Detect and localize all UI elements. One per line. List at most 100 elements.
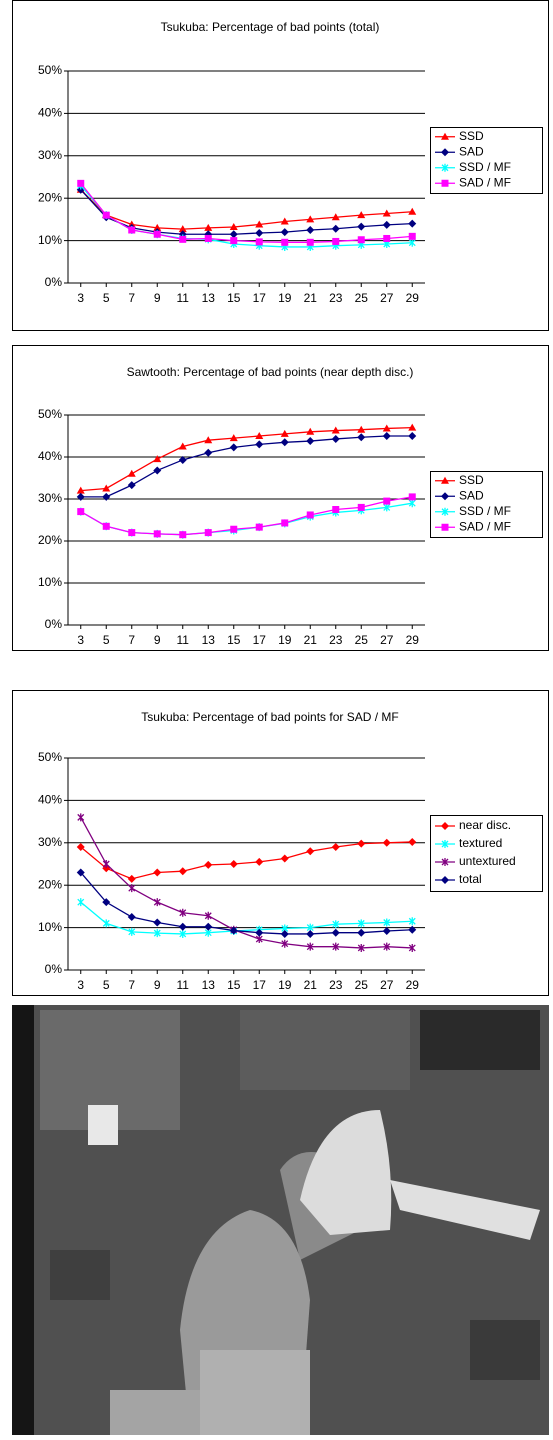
legend-label: untextured xyxy=(459,854,516,868)
x-tick-label: 5 xyxy=(103,291,110,305)
page: {"chart_data": [ {"type": "line", "title… xyxy=(0,0,553,1435)
x-tick-label: 15 xyxy=(227,291,241,305)
y-tick-label: 30% xyxy=(38,835,62,849)
x-tick-label: 27 xyxy=(380,633,394,647)
y-tick-label: 10% xyxy=(38,233,62,247)
x-tick-label: 5 xyxy=(103,633,110,647)
y-tick-label: 20% xyxy=(38,877,62,891)
point xyxy=(383,235,390,242)
point xyxy=(205,235,212,242)
point xyxy=(230,237,237,244)
point xyxy=(154,530,161,537)
point xyxy=(77,508,84,515)
chart-title: Sawtooth: Percentage of bad points (near… xyxy=(127,365,414,379)
x-tick-label: 13 xyxy=(202,633,216,647)
x-tick-label: 7 xyxy=(128,633,135,647)
chart-title: Tsukuba: Percentage of bad points (total… xyxy=(161,20,380,34)
point xyxy=(103,523,110,530)
legend-label: textured xyxy=(459,836,502,850)
point xyxy=(332,238,339,245)
chart-title: Tsukuba: Percentage of bad points for SA… xyxy=(141,710,398,724)
x-tick-label: 17 xyxy=(253,633,267,647)
point xyxy=(409,493,416,500)
y-tick-label: 50% xyxy=(38,750,62,764)
point xyxy=(409,233,416,240)
x-tick-label: 21 xyxy=(304,291,318,305)
y-tick-label: 0% xyxy=(45,962,63,976)
point xyxy=(179,531,186,538)
x-tick-label: 19 xyxy=(278,291,292,305)
y-tick-label: 0% xyxy=(45,275,63,289)
legend-label: SAD xyxy=(459,488,484,502)
point xyxy=(103,212,110,219)
point xyxy=(77,180,84,187)
x-tick-label: 23 xyxy=(329,978,343,992)
x-tick-label: 29 xyxy=(406,633,420,647)
point xyxy=(154,231,161,238)
image-edge xyxy=(12,1005,34,1435)
x-tick-label: 3 xyxy=(77,978,84,992)
x-tick-label: 29 xyxy=(406,978,420,992)
legend-label: total xyxy=(459,872,482,886)
point xyxy=(128,529,135,536)
point xyxy=(358,236,365,243)
point xyxy=(307,239,314,246)
chart: Sawtooth: Percentage of bad points (near… xyxy=(13,346,549,651)
y-tick-label: 40% xyxy=(38,449,62,463)
x-tick-label: 17 xyxy=(253,978,267,992)
figure: Tsukuba: Percentage of bad points (total… xyxy=(0,0,553,1435)
x-tick-label: 25 xyxy=(355,978,369,992)
x-tick-label: 13 xyxy=(202,291,216,305)
x-tick-label: 7 xyxy=(128,291,135,305)
x-tick-label: 11 xyxy=(177,291,190,305)
x-tick-label: 9 xyxy=(154,978,161,992)
legend-label: near disc. xyxy=(459,818,511,832)
point xyxy=(205,529,212,536)
x-tick-label: 23 xyxy=(329,291,343,305)
x-tick-label: 11 xyxy=(177,633,190,647)
legend-marker xyxy=(442,524,449,531)
legend-marker xyxy=(442,180,449,187)
chart: Tsukuba: Percentage of bad points (total… xyxy=(13,1,549,331)
y-tick-label: 50% xyxy=(38,407,62,421)
x-tick-label: 13 xyxy=(202,978,216,992)
x-tick-label: 27 xyxy=(380,291,394,305)
legend-label: SSD / MF xyxy=(459,160,511,174)
point xyxy=(281,239,288,246)
x-tick-label: 5 xyxy=(103,978,110,992)
point xyxy=(179,236,186,243)
image-region xyxy=(470,1320,540,1380)
x-tick-label: 9 xyxy=(154,291,161,305)
point xyxy=(281,519,288,526)
x-tick-label: 25 xyxy=(355,291,369,305)
image-region xyxy=(420,1010,540,1070)
x-tick-label: 19 xyxy=(278,633,292,647)
x-tick-label: 11 xyxy=(177,978,190,992)
image-region xyxy=(110,1390,200,1435)
y-tick-label: 0% xyxy=(45,617,63,631)
legend-label: SSD xyxy=(459,473,484,487)
point xyxy=(256,524,263,531)
x-tick-label: 23 xyxy=(329,633,343,647)
legend-label: SAD xyxy=(459,144,484,158)
y-tick-label: 20% xyxy=(38,533,62,547)
image-region xyxy=(240,1010,410,1090)
x-tick-label: 29 xyxy=(406,291,420,305)
point xyxy=(358,504,365,511)
legend-label: SSD / MF xyxy=(459,504,511,518)
x-tick-label: 21 xyxy=(304,633,318,647)
y-tick-label: 30% xyxy=(38,148,62,162)
y-tick-label: 30% xyxy=(38,491,62,505)
x-tick-label: 25 xyxy=(355,633,369,647)
x-tick-label: 17 xyxy=(253,291,267,305)
y-tick-label: 10% xyxy=(38,575,62,589)
x-tick-label: 15 xyxy=(227,978,241,992)
y-tick-label: 40% xyxy=(38,106,62,120)
x-tick-label: 7 xyxy=(128,978,135,992)
y-tick-label: 10% xyxy=(38,920,62,934)
chart: Tsukuba: Percentage of bad points for SA… xyxy=(13,691,549,996)
point xyxy=(256,238,263,245)
image-region xyxy=(50,1250,110,1300)
legend-label: SSD xyxy=(459,129,484,143)
x-tick-label: 15 xyxy=(227,633,241,647)
